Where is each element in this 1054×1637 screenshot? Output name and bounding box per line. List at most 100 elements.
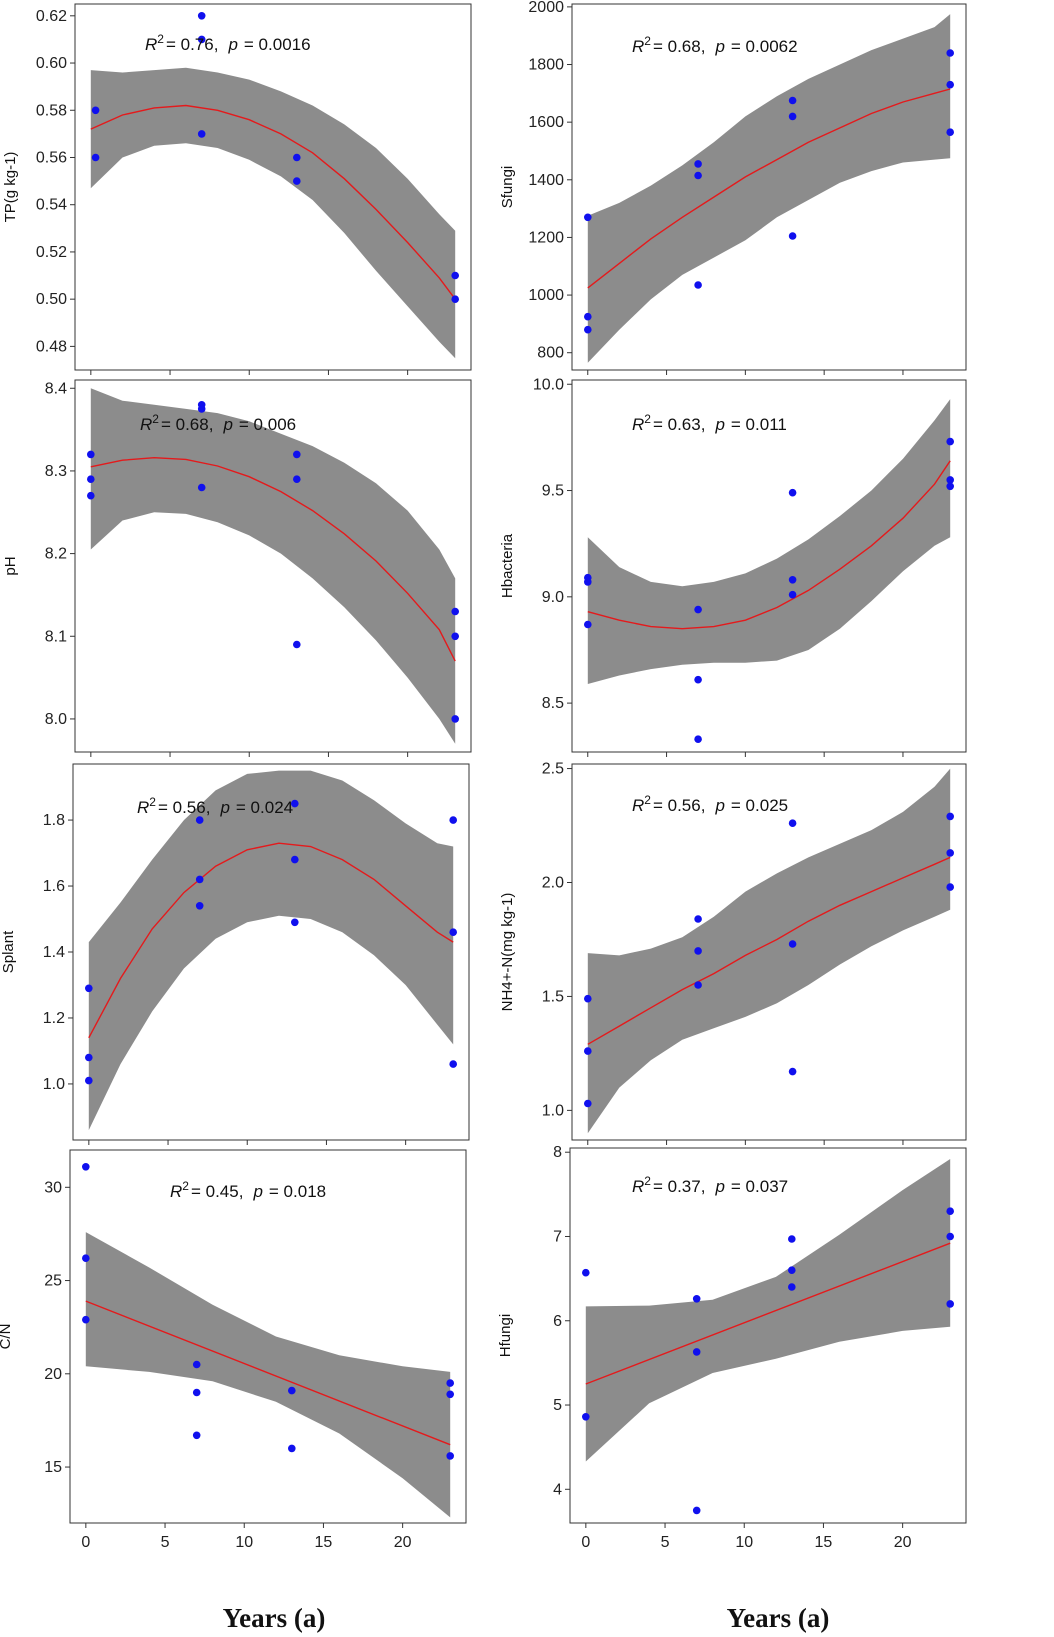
splant-data-point	[449, 1060, 458, 1068]
tp-data-point	[197, 35, 206, 44]
hfungi-x-tick-label: 20	[894, 1534, 912, 1551]
nh4-data-point	[788, 819, 797, 827]
ph-data-point	[293, 640, 301, 649]
ph-y-tick-label: 8.0	[45, 711, 67, 728]
cn-p-value: = 0.018	[269, 1182, 326, 1201]
sfungi-y-tick-label: 1800	[528, 57, 564, 74]
nh4-r2-symbol: R	[632, 796, 644, 815]
hfungi-x-tick-label: 5	[661, 1534, 670, 1551]
ph-data-point	[87, 491, 95, 500]
nh4-y-tick-label: 2.0	[542, 874, 564, 891]
hbacteria-fit-line	[587, 460, 951, 630]
hbacteria-p-value: = 0.011	[731, 415, 787, 434]
nh4-plot-frame	[571, 763, 967, 1141]
nh4-data-point	[694, 915, 702, 923]
ph-data-point	[451, 632, 460, 641]
splant-y-tick-label: 1.0	[43, 1076, 65, 1093]
sfungi-r2-symbol: R	[632, 37, 644, 56]
cn-confidence-band	[85, 1232, 451, 1518]
splant-r2-superscript: 2	[149, 795, 156, 809]
cn-stats-annotation: R2 = 0.45, p = 0.018	[170, 1179, 326, 1201]
nh4-data-point	[584, 1047, 592, 1055]
hfungi-data-point	[946, 1207, 954, 1215]
ph-y-tick-label: 8.2	[45, 546, 67, 563]
splant-data-point	[291, 855, 299, 864]
hfungi-plot-frame	[569, 1147, 967, 1524]
cn-data-point	[192, 1360, 201, 1369]
cn-x-tick-label: 5	[161, 1534, 170, 1551]
nh4-fit-line	[587, 856, 951, 1045]
hbacteria-y-axis-label: Hbacteria	[499, 533, 516, 598]
panel-ph: 8.0 8.1 8.2 8.3 8.4 pH R2 = 0.68, p = 0.006	[2, 379, 472, 757]
hfungi-y-tick-label: 8	[553, 1144, 562, 1161]
hfungi-stats-annotation: R2 = 0.37, p = 0.037	[632, 1174, 788, 1196]
cn-plot-frame	[69, 1149, 467, 1524]
nh4-data-point	[584, 1099, 592, 1108]
tp-y-tick-label: 0.50	[36, 291, 67, 308]
splant-y-tick-label: 1.4	[43, 944, 65, 961]
nh4-r2-superscript: 2	[644, 793, 651, 807]
hfungi-data-point	[582, 1413, 590, 1421]
sfungi-data-point	[946, 128, 954, 136]
sfungi-p-value: = 0.0062	[731, 37, 798, 56]
splant-data-point	[85, 984, 93, 993]
tp-r2-superscript: 2	[157, 32, 164, 46]
hfungi-p-symbol: p	[714, 1177, 724, 1196]
ph-p-value: = 0.006	[239, 415, 296, 434]
nh4-stats-annotation: R2 = 0.56, p = 0.025	[632, 793, 788, 815]
splant-r2-value: = 0.56,	[158, 798, 210, 817]
hbacteria-data-point	[946, 476, 954, 484]
tp-y-tick-label: 0.48	[36, 338, 67, 355]
ph-p-symbol: p	[222, 415, 232, 434]
splant-data-point	[85, 1076, 93, 1085]
tp-y-tick-label: 0.62	[36, 8, 67, 25]
ph-data-point	[87, 450, 95, 459]
tp-plot-frame	[74, 3, 472, 371]
splant-data-point	[85, 1053, 93, 1062]
hbacteria-data-point	[584, 620, 592, 629]
hbacteria-data-point	[788, 488, 797, 497]
tp-fit-line	[90, 104, 456, 300]
sfungi-y-tick-label: 1400	[528, 172, 564, 189]
nh4-confidence-band	[587, 768, 951, 1134]
cn-data-point	[288, 1444, 296, 1453]
ph-data-point	[293, 450, 301, 459]
sfungi-p-symbol: p	[714, 37, 724, 56]
cn-y-axis-label: C/N	[0, 1324, 14, 1350]
hfungi-y-axis-label: Hfungi	[497, 1314, 514, 1357]
ph-plot-frame	[74, 379, 472, 753]
tp-data-point	[451, 271, 460, 280]
splant-y-tick-label: 1.8	[43, 812, 65, 829]
ph-data-point	[451, 715, 460, 723]
hfungi-data-point	[692, 1295, 701, 1303]
splant-data-point	[195, 902, 204, 910]
sfungi-y-tick-label: 1200	[528, 229, 564, 246]
tp-data-point	[91, 106, 100, 115]
nh4-data-point	[788, 1067, 797, 1076]
sfungi-data-point	[788, 96, 797, 105]
splant-confidence-band	[88, 770, 454, 1131]
tp-p-symbol: p	[227, 35, 237, 54]
hbacteria-r2-value: = 0.63,	[653, 415, 705, 434]
cn-fit-line	[85, 1300, 451, 1446]
sfungi-data-point	[694, 281, 702, 289]
cn-r2-value: = 0.45,	[191, 1182, 243, 1201]
ph-confidence-band	[90, 388, 456, 744]
sfungi-data-point	[946, 49, 954, 57]
splant-p-symbol: p	[219, 798, 229, 817]
hfungi-fit-line	[585, 1242, 951, 1385]
cn-x-tick-label: 0	[81, 1534, 90, 1551]
hfungi-data-point	[582, 1268, 590, 1277]
hfungi-data-point	[946, 1300, 954, 1308]
hfungi-data-point	[692, 1506, 701, 1515]
hbacteria-plot-frame	[571, 379, 967, 753]
splant-data-point	[195, 816, 204, 824]
cn-data-point	[446, 1379, 455, 1387]
hfungi-confidence-band	[585, 1159, 951, 1462]
tp-data-point	[293, 153, 301, 162]
hfungi-r2-superscript: 2	[644, 1174, 651, 1188]
ph-y-axis-label: pH	[2, 556, 19, 575]
tp-data-point	[451, 295, 460, 304]
nh4-y-axis-label: NH4+-N(mg kg-1)	[499, 893, 516, 1012]
tp-data-point	[197, 130, 206, 138]
